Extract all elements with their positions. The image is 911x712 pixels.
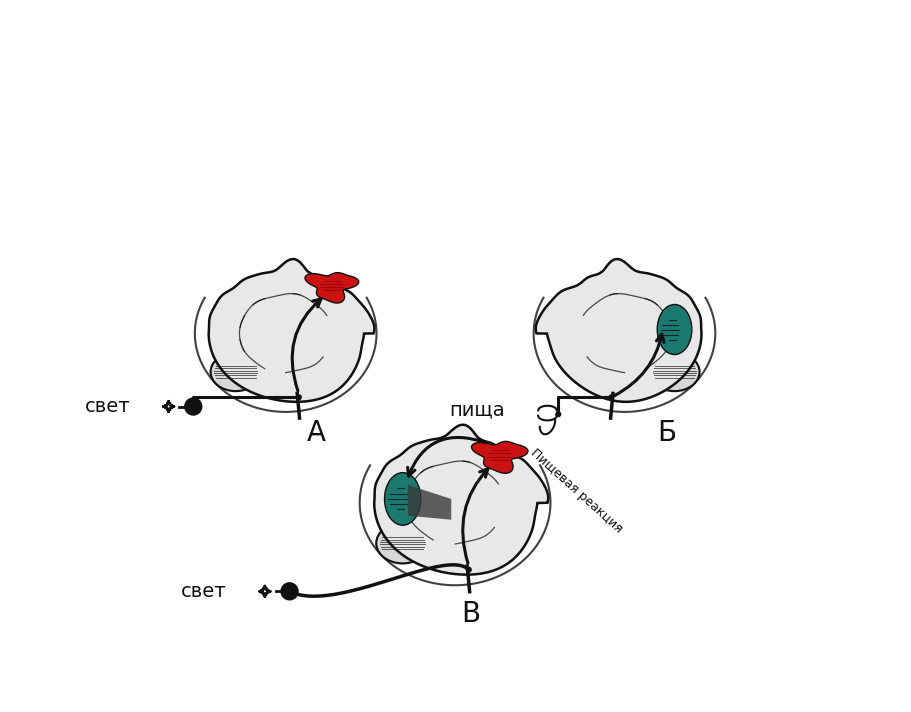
Circle shape	[295, 394, 302, 400]
Text: Пищевая реакция: Пищевая реакция	[527, 446, 625, 536]
Circle shape	[281, 583, 298, 600]
Circle shape	[466, 567, 471, 572]
Text: пища: пища	[449, 401, 505, 420]
Polygon shape	[471, 441, 527, 473]
Polygon shape	[304, 273, 358, 303]
Ellipse shape	[384, 473, 421, 525]
Circle shape	[608, 394, 614, 400]
Text: Б: Б	[657, 419, 676, 447]
Polygon shape	[407, 485, 451, 520]
Polygon shape	[374, 425, 548, 575]
Ellipse shape	[376, 523, 428, 563]
Text: свет: свет	[85, 397, 130, 416]
Circle shape	[185, 398, 201, 415]
Polygon shape	[209, 259, 374, 402]
Text: свет: свет	[180, 582, 226, 601]
Circle shape	[555, 411, 561, 417]
Ellipse shape	[657, 305, 691, 355]
Text: А: А	[307, 419, 325, 447]
Ellipse shape	[210, 352, 261, 391]
Ellipse shape	[649, 352, 699, 391]
Polygon shape	[535, 259, 701, 402]
Text: В: В	[460, 600, 479, 628]
